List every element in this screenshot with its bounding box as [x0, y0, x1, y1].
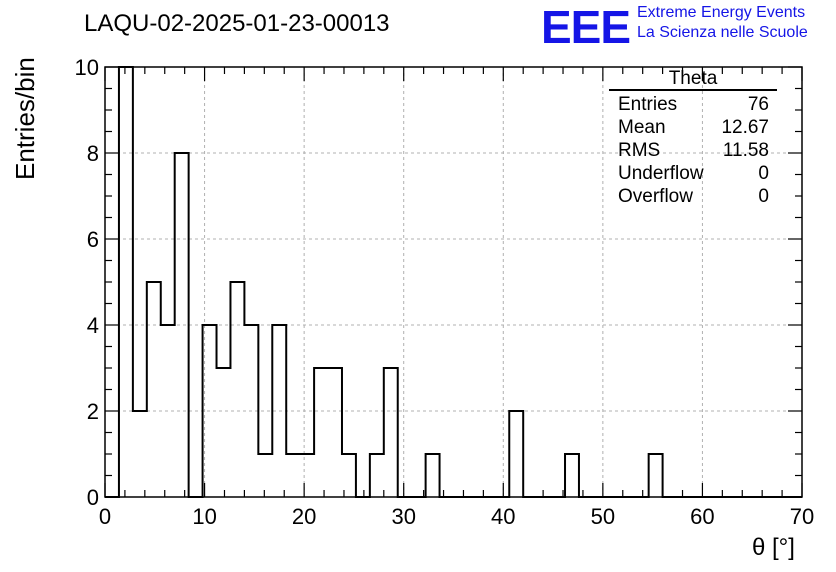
grid-lines	[105, 67, 802, 497]
axis-ticks	[104, 66, 803, 498]
y-axis-label: Entries/bin	[10, 57, 40, 180]
stat-label: Mean	[618, 117, 666, 138]
stat-label: Overflow	[618, 186, 693, 207]
stats-box: Theta Entries 76 Mean 12.67 RMS 11.58 Under…	[609, 69, 777, 208]
chart-title: LAQU-02-2025-01-23-00013	[84, 10, 390, 37]
stat-label: RMS	[618, 140, 661, 161]
stat-row: RMS 11.58	[609, 139, 777, 162]
stat-label: Entries	[618, 94, 678, 115]
logo-line-2: La Scienza nelle Scuole	[637, 24, 808, 41]
stats-title: Theta	[609, 69, 777, 91]
stat-value: 0	[758, 186, 769, 207]
x-tick-label: 50	[591, 504, 615, 529]
y-tick-label: 4	[87, 313, 99, 338]
stat-value: 76	[747, 94, 769, 115]
x-tick-label: 0	[99, 504, 111, 529]
y-tick-label: 2	[87, 399, 99, 424]
x-axis-label: θ [°]	[752, 534, 795, 561]
x-tick-label: 40	[491, 504, 515, 529]
x-tick-label: 30	[391, 504, 415, 529]
stat-row: Mean 12.67	[609, 116, 777, 139]
x-tick-label: 20	[292, 504, 316, 529]
y-tick-label: 8	[87, 141, 99, 166]
x-tick-label: 10	[192, 504, 216, 529]
logo-line-1: Extreme Energy Events	[637, 4, 806, 21]
stat-value: 11.58	[722, 140, 769, 161]
stat-row: Underflow 0	[609, 162, 777, 185]
y-tick-label: 6	[87, 227, 99, 252]
stat-value: 0	[758, 163, 769, 184]
axis-tick-labels: 0 10 20 30 40 50 60 70 0 2 4 6 8 10	[75, 55, 815, 529]
eee-logo: EEE	[541, 1, 631, 53]
y-tick-label: 10	[75, 55, 99, 80]
stat-value: 12.67	[721, 117, 769, 138]
x-tick-label: 70	[790, 504, 814, 529]
stat-label: Underflow	[618, 163, 704, 184]
y-tick-label: 0	[87, 485, 99, 510]
x-tick-label: 60	[690, 504, 714, 529]
stat-row: Entries 76	[609, 93, 777, 116]
stat-row: Overflow 0	[609, 185, 777, 208]
